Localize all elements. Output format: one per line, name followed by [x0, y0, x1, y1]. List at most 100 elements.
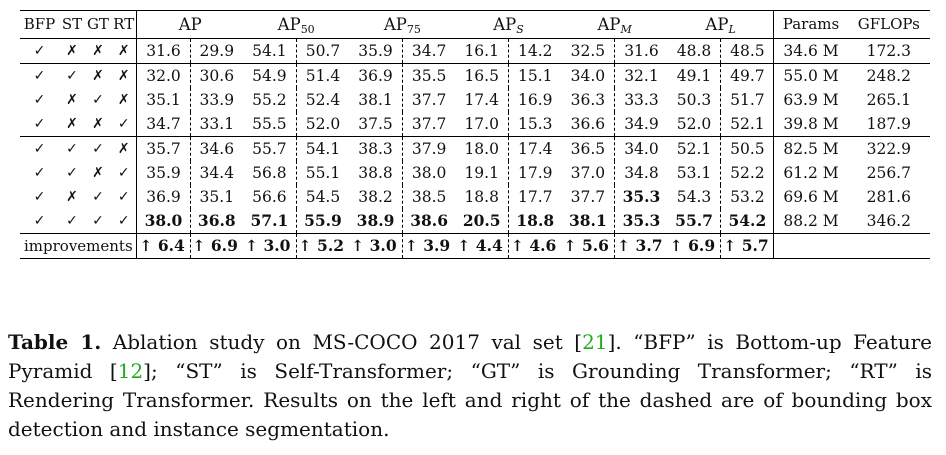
metric-value: 36.3 — [570, 91, 606, 109]
metric-header-subscript: L — [728, 23, 736, 36]
metric-value: 31.6 — [136, 38, 191, 64]
metric-header-subscript: S — [516, 23, 524, 36]
improvement-value: ↑ 4.4 — [455, 233, 509, 259]
metric-value: 48.8 — [676, 42, 712, 60]
method-mark-bfp: ✓ — [33, 213, 46, 229]
metric-value: 38.0 — [401, 161, 456, 185]
metric-value: 50.7 — [295, 38, 350, 64]
metric-value: 34.8 — [614, 161, 668, 185]
improvement-value: ↑ 4.6 — [507, 233, 562, 259]
metric-value: 17.4 — [507, 136, 562, 161]
method-mark-rt: ✓ — [117, 189, 130, 205]
gflops-value: 248.2 — [847, 63, 930, 88]
metric-value: 34.6 — [189, 136, 244, 161]
metric-value: 35.9 — [136, 161, 191, 185]
metric-value: 38.9 — [356, 211, 395, 230]
metric-value: 38.2 — [358, 188, 393, 206]
improvement-value: ↑ 6.4 — [136, 233, 191, 259]
gflops-value: 346.2 — [866, 212, 911, 230]
metric-value: 37.9 — [401, 136, 456, 161]
method-mark-rt: ✓ — [117, 213, 130, 229]
improvements-row: improvements ↑ 6.4 ↑ 6.9 ↑ 3.0 ↑ 5.2 ↑ 3.0 ↑ 3… — [20, 233, 930, 259]
gflops-value: 322.9 — [847, 136, 930, 161]
table-row: ✓ ✗ ✗ ✓ 34.7 33.1 55.5 52.0 37.5 37.7 17.0 15.3 36.6… — [20, 112, 930, 137]
table-caption: Table 1. Ablation study on MS-COCO 2017 … — [8, 328, 932, 444]
method-mark-rt: ✓ — [117, 165, 130, 181]
metric-value: 35.3 — [614, 185, 668, 209]
improvement-value: ↑ 3.0 — [349, 233, 403, 259]
gflops-value: 281.6 — [866, 188, 911, 206]
params-value: 63.9 M — [773, 88, 848, 112]
metric-value: 14.2 — [507, 38, 562, 64]
improvement-value: ↑ 3.7 — [614, 233, 668, 259]
metric-value: 35.3 — [614, 209, 668, 234]
method-mark-rt: ✓ — [117, 116, 130, 132]
metric-value: 18.8 — [507, 209, 562, 234]
params-value: 34.6 M — [773, 38, 848, 64]
metric-value: 38.8 — [358, 164, 393, 182]
metric-value: 36.5 — [561, 136, 615, 161]
caption-segment: ]; “ST” is Self-Transformer; “GT” is Gro… — [8, 359, 932, 441]
table-row: ✓ ✓ ✗ ✗ 32.0 30.6 54.9 51.4 36.9 35.5 16.5 15.1 34.0… — [20, 63, 930, 88]
gflops-value: 256.7 — [866, 164, 911, 182]
metric-header: AP50 — [243, 10, 350, 39]
table-row: ✓ ✓ ✗ ✓ 35.9 34.4 56.8 55.1 38.8 38.0 19.1 17.9 37.0… — [20, 161, 930, 185]
params-header: Params — [773, 10, 848, 39]
metric-value: 54.5 — [295, 185, 350, 209]
improvement-value: ↑ 3.0 — [243, 233, 297, 259]
metric-value: 34.0 — [561, 63, 615, 88]
metric-header: APS — [455, 10, 562, 39]
metric-value: 37.7 — [570, 188, 606, 206]
table-row: ✓ ✗ ✓ ✗ 35.1 33.9 55.2 52.4 38.1 37.7 17.4 16.9 36.3… — [20, 88, 930, 112]
method-mark-gt: ✓ — [92, 189, 104, 205]
caption-segment: ]. “BFP” is Bottom-up Feature Pyramid [ — [8, 330, 933, 383]
method-mark-bfp: ✓ — [33, 165, 46, 181]
metric-value: 53.1 — [676, 164, 712, 182]
metric-value: 55.2 — [252, 91, 287, 109]
metric-value: 36.8 — [189, 209, 244, 234]
metric-value: 52.4 — [295, 88, 350, 112]
metric-value: 34.0 — [614, 136, 668, 161]
metric-value: 52.0 — [676, 115, 712, 133]
metric-value: 54.2 — [720, 209, 774, 234]
table-body: ✓ ✗ ✗ ✗ 31.6 29.9 54.1 50.7 35.9 34.7 16.1 14.2 32.5… — [20, 38, 930, 259]
improvement-value: ↑ 6.9 — [667, 233, 721, 259]
method-mark-gt: ✗ — [84, 63, 111, 88]
metric-value: 16.5 — [455, 63, 509, 88]
metric-value: 38.3 — [349, 136, 403, 161]
citation-ref: 12 — [117, 359, 144, 383]
method-mark-st: ✗ — [66, 189, 78, 205]
metric-header: APM — [561, 10, 668, 39]
method-mark-gt: ✓ — [92, 213, 104, 229]
metric-value: 36.9 — [349, 63, 403, 88]
metric-value: 29.9 — [189, 38, 244, 64]
metric-value: 17.7 — [507, 185, 562, 209]
method-mark-st: ✓ — [66, 165, 78, 181]
ablation-table-container: BFP ST GT RT AP AP50 AP75 APS APM APL Params GFLOPs… — [20, 10, 930, 259]
metric-value: 38.1 — [568, 211, 607, 230]
metric-value: 54.1 — [295, 136, 350, 161]
metric-value: 32.5 — [570, 42, 606, 60]
citation-ref: 21 — [582, 330, 608, 354]
metric-header: AP75 — [349, 10, 456, 39]
improvement-value: ↑ 6.9 — [189, 233, 244, 259]
method-mark-bfp: ✓ — [33, 92, 46, 108]
metric-value: 55.5 — [252, 115, 287, 133]
method-mark-st: ✓ — [58, 136, 85, 161]
metric-value: 35.1 — [189, 185, 244, 209]
metric-value: 52.0 — [295, 112, 350, 137]
metric-value: 51.4 — [295, 63, 350, 88]
metric-value: 35.5 — [401, 63, 456, 88]
metric-value: 34.4 — [189, 161, 244, 185]
metric-value: 33.1 — [189, 112, 244, 137]
metric-value: 52.2 — [720, 161, 774, 185]
method-header-st: ST — [58, 10, 85, 39]
metric-header-base: AP — [705, 15, 729, 34]
metric-value: 50.5 — [720, 136, 774, 161]
metric-value: 55.9 — [295, 209, 350, 234]
metric-value: 55.1 — [295, 161, 350, 185]
improvement-value: ↑ 5.2 — [295, 233, 350, 259]
metric-value: 16.1 — [464, 42, 499, 60]
metric-value: 38.0 — [136, 209, 191, 234]
metric-value: 32.1 — [614, 63, 668, 88]
